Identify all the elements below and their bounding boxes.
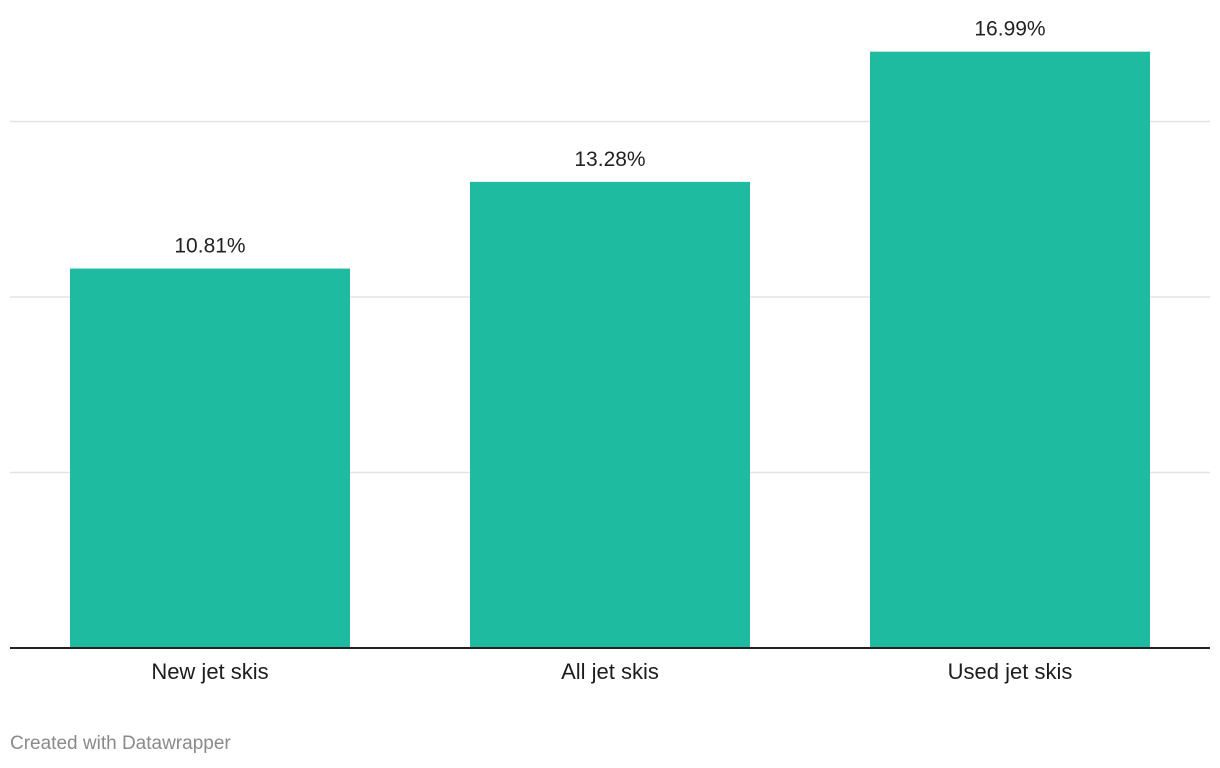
category-label: Used jet skis (948, 659, 1073, 684)
bar-chart: 10.81% New jet skis 13.28% All jet skis 16.9… (10, 18, 1210, 684)
bar-value-label: 13.28% (574, 148, 645, 171)
category-label: New jet skis (151, 659, 268, 684)
credit-text: Created with Datawrapper (10, 733, 231, 754)
bar-value-label: 16.99% (974, 18, 1045, 41)
bar (870, 51, 1150, 648)
bar (70, 268, 350, 648)
bar (470, 181, 750, 648)
category-label: All jet skis (561, 659, 659, 684)
bar-value-label: 10.81% (174, 235, 245, 258)
